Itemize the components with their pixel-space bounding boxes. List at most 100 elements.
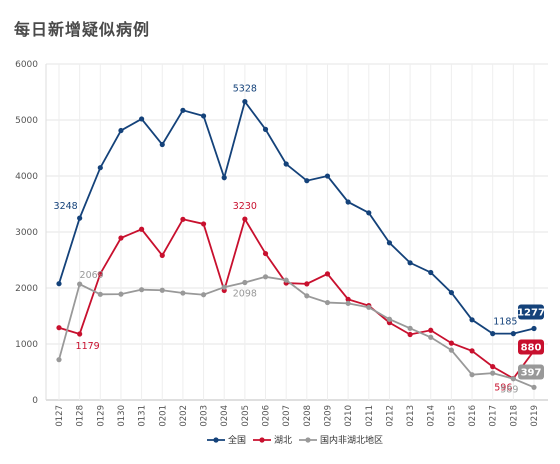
series-line-2 (58, 275, 535, 389)
data-point (428, 269, 434, 276)
data-point (448, 289, 454, 296)
x-tick-label: 0214 (427, 405, 437, 427)
chart-title: 每日新增疑似病例 (14, 20, 151, 39)
x-tick-label: 0216 (468, 405, 478, 427)
x-tick-label: 0130 (117, 405, 127, 427)
y-tick-label: 2000 (15, 284, 38, 294)
x-tick-label: 0218 (509, 405, 519, 427)
data-point (139, 226, 145, 232)
data-label: 589 (500, 385, 518, 396)
data-point (407, 325, 413, 331)
data-point (139, 287, 145, 293)
data-point (221, 284, 227, 290)
data-point (304, 293, 310, 299)
x-tick-label: 0208 (303, 405, 313, 427)
x-tick-label: 0128 (76, 405, 86, 427)
x-tick-label: 0213 (406, 405, 416, 427)
y-tick-label: 6000 (15, 60, 38, 70)
x-tick-label: 0206 (262, 405, 272, 427)
data-label: 1185 (493, 317, 517, 328)
data-point (304, 178, 310, 184)
series-line-0 (58, 99, 535, 335)
x-tick-label: 0131 (138, 405, 148, 427)
data-point (407, 260, 413, 266)
x-tick-label: 0212 (385, 405, 395, 427)
x-tick-label: 0203 (200, 405, 210, 427)
data-point (324, 299, 331, 306)
data-point (531, 325, 537, 332)
data-point (200, 221, 207, 227)
data-label: 3248 (54, 201, 78, 212)
x-tick-label: 0207 (282, 405, 292, 427)
data-label: 3230 (233, 201, 257, 212)
data-point (56, 325, 62, 331)
legend-marker (213, 437, 219, 443)
x-tick-label: 0209 (323, 405, 333, 427)
legend-marker (305, 437, 311, 443)
data-label: 2069 (80, 270, 104, 281)
data-point (118, 127, 124, 134)
data-point (200, 292, 207, 298)
x-tick-label: 0210 (344, 405, 354, 427)
end-label-box (518, 304, 544, 320)
data-point (118, 235, 124, 241)
x-tick-label: 0202 (179, 405, 189, 427)
data-point (262, 250, 269, 257)
y-tick-label: 0 (32, 396, 38, 406)
data-point (448, 347, 454, 353)
data-point (386, 240, 393, 246)
x-tick-label: 0129 (96, 405, 106, 427)
data-point (531, 384, 537, 390)
data-point (283, 161, 289, 167)
data-point (510, 376, 516, 382)
data-label: 2098 (233, 289, 257, 300)
x-tick-label: 0217 (489, 405, 499, 427)
data-point (469, 348, 475, 354)
data-point (242, 216, 248, 222)
end-label: 880 (521, 343, 542, 354)
data-label: 5328 (233, 84, 257, 95)
x-tick-label: 0201 (158, 405, 168, 427)
data-point (56, 357, 62, 363)
data-point (366, 304, 372, 310)
y-tick-label: 4000 (15, 172, 38, 182)
data-point (448, 340, 454, 346)
data-label: 1179 (76, 341, 100, 352)
data-point (200, 113, 207, 119)
data-point (345, 296, 351, 302)
data-point (139, 116, 145, 122)
x-tick-label: 0219 (530, 405, 540, 427)
data-point (366, 210, 372, 216)
data-point (180, 216, 186, 222)
data-point (490, 370, 496, 376)
end-label-box (518, 339, 544, 355)
x-tick-label: 0204 (220, 405, 230, 427)
data-point (407, 331, 413, 338)
data-point (97, 291, 103, 297)
data-point (242, 99, 248, 105)
data-point (77, 281, 83, 287)
legend-marker (259, 437, 265, 443)
legend-label: 全国 (228, 434, 246, 446)
legend-label: 国内非湖北地区 (320, 434, 383, 446)
data-point (490, 364, 496, 370)
data-point (324, 173, 331, 179)
data-point (428, 327, 434, 333)
data-point (56, 281, 62, 287)
x-tick-label: 0215 (447, 405, 457, 427)
end-label-box (518, 364, 544, 380)
y-tick-label: 3000 (15, 228, 38, 238)
data-point (118, 291, 124, 297)
y-tick-label: 5000 (15, 116, 38, 126)
data-point (428, 334, 434, 340)
data-point (159, 141, 165, 148)
data-point (159, 287, 165, 293)
series-line-1 (58, 216, 535, 380)
data-point (469, 317, 475, 323)
data-point (304, 281, 310, 287)
data-point (324, 271, 331, 277)
data-label: 596 (494, 382, 512, 393)
data-point (345, 300, 351, 306)
